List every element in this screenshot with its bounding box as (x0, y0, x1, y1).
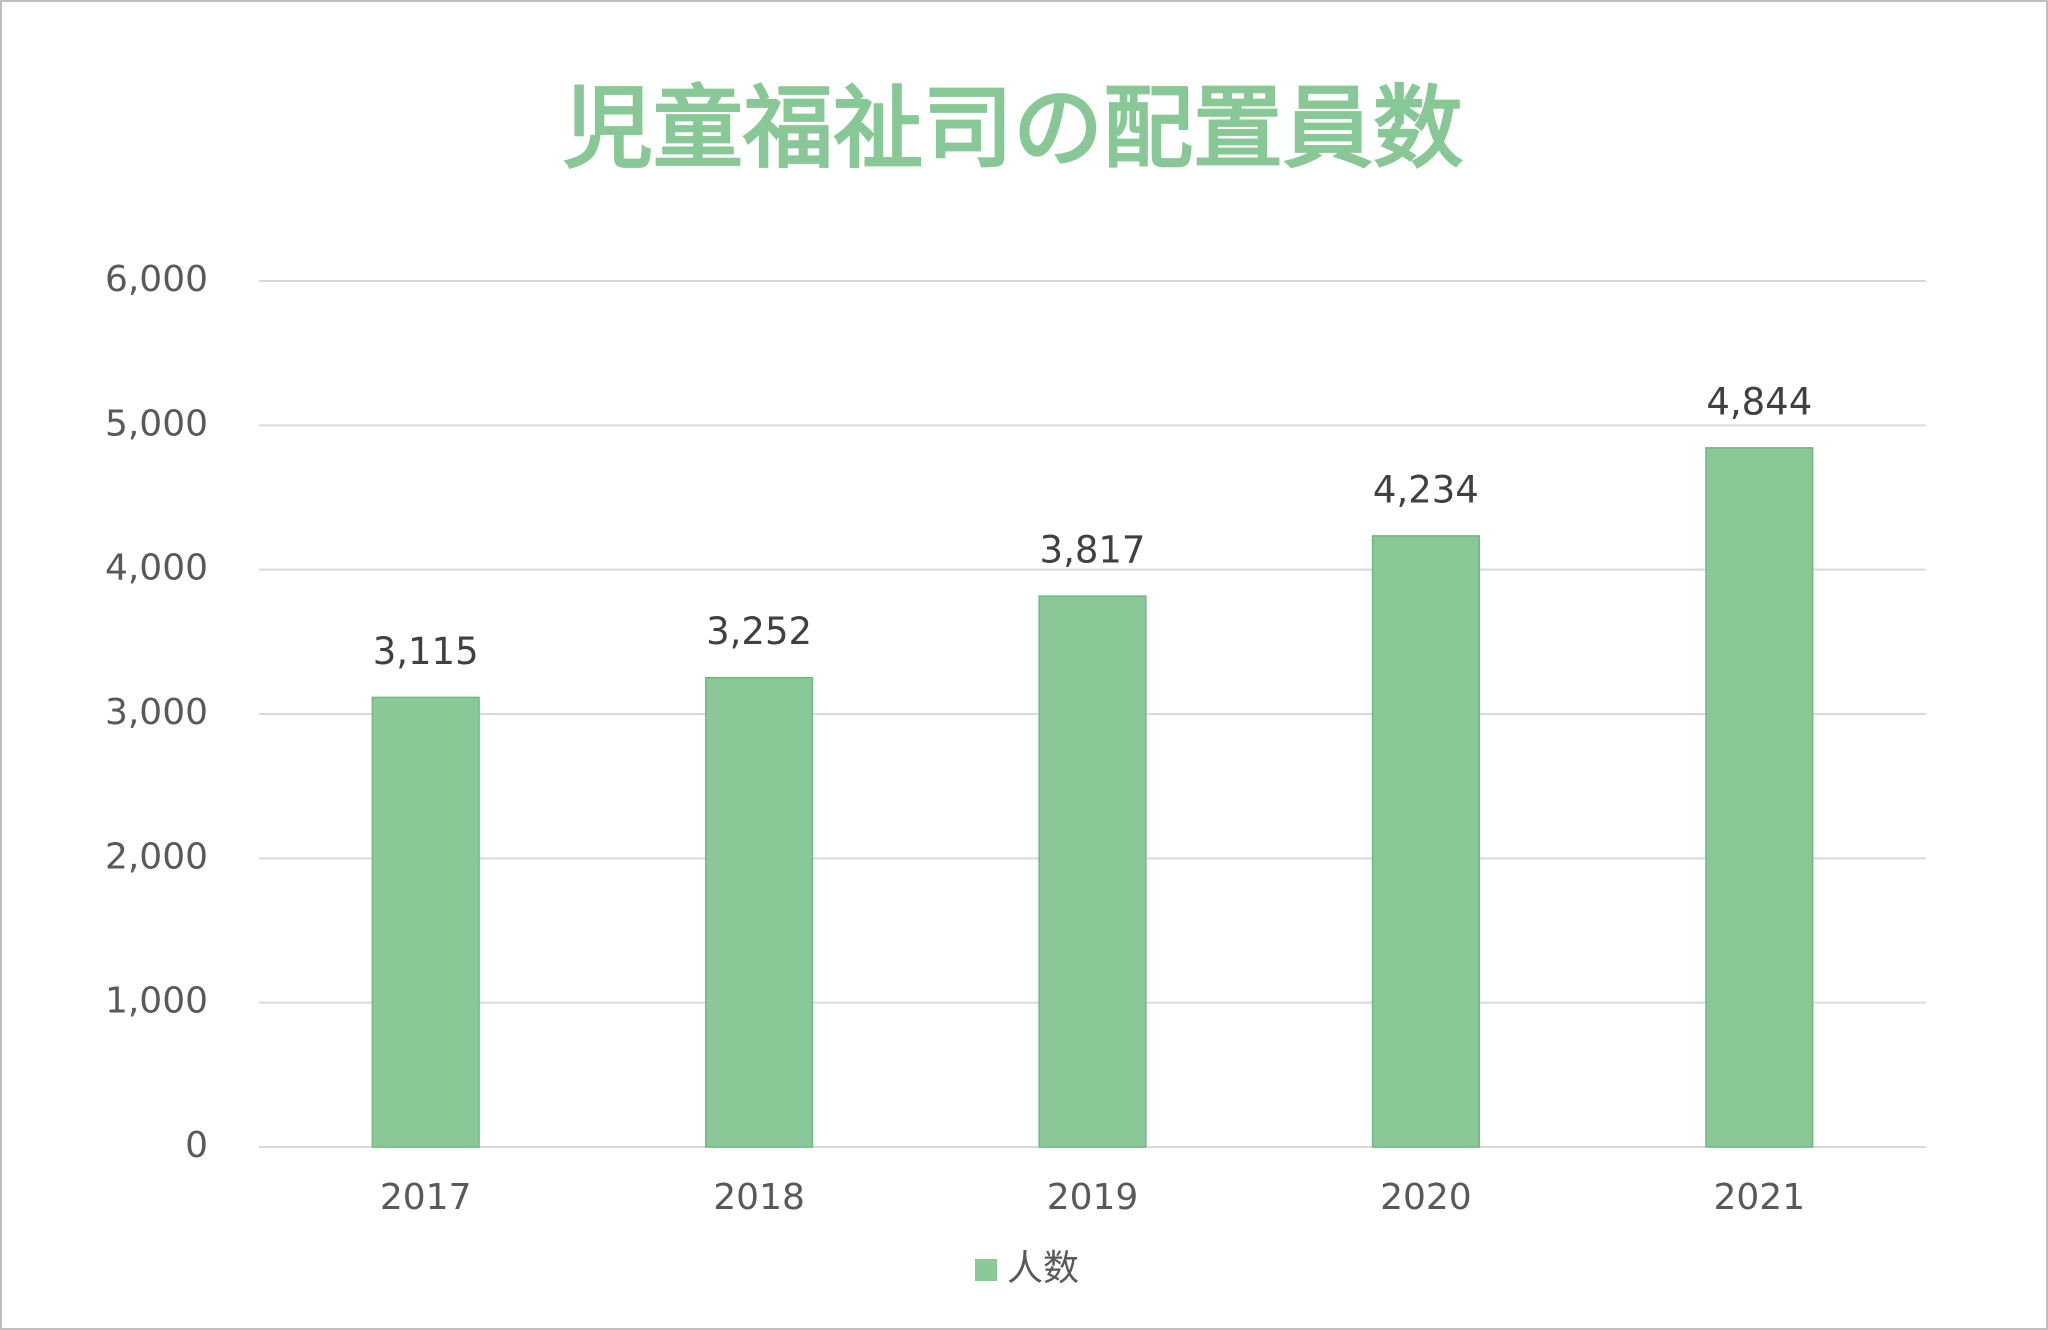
y-tick-label: 3,000 (105, 692, 208, 733)
y-tick-label: 2,000 (105, 836, 208, 877)
y-tick-label: 1,000 (105, 981, 208, 1022)
data-label: 3,817 (1040, 529, 1146, 572)
legend-swatch (975, 1259, 997, 1281)
data-label: 4,234 (1373, 468, 1479, 511)
y-tick-label: 6,000 (105, 259, 208, 300)
bar (1038, 595, 1147, 1148)
x-tick-label: 2020 (1380, 1177, 1472, 1218)
x-tick-label: 2019 (1047, 1177, 1139, 1218)
data-label: 3,252 (706, 610, 812, 653)
y-tick-label: 0 (185, 1125, 208, 1166)
legend-label: 人数 (1007, 1248, 1079, 1289)
data-label: 4,844 (1706, 380, 1812, 423)
x-tick-label: 2018 (713, 1177, 805, 1218)
bar (1371, 535, 1480, 1148)
bar (705, 676, 814, 1148)
bar (371, 696, 480, 1148)
y-tick-label: 4,000 (105, 548, 208, 589)
x-tick-label: 2021 (1713, 1177, 1805, 1218)
data-label: 3,115 (373, 630, 479, 673)
bar (1705, 447, 1814, 1148)
x-tick-label: 2017 (380, 1177, 472, 1218)
chart-title: 児童福祉司の配置員数 (563, 76, 1463, 181)
y-tick-label: 5,000 (105, 403, 208, 444)
